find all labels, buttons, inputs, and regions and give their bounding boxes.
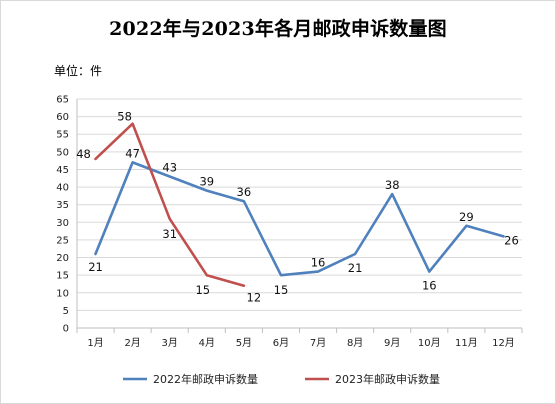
x-tick-label: 7月 <box>310 337 326 349</box>
unit-label: 单位：件 <box>54 64 103 78</box>
x-tick-label: 1月 <box>87 337 103 349</box>
x-tick-label: 2月 <box>124 337 140 349</box>
y-tick-label: 15 <box>56 271 69 282</box>
y-tick-label: 45 <box>56 165 69 176</box>
data-label: 21 <box>88 260 103 274</box>
y-tick-label: 40 <box>56 183 69 194</box>
x-tick-label: 10月 <box>418 337 441 349</box>
data-label: 39 <box>199 175 214 189</box>
y-tick-label: 50 <box>56 147 69 158</box>
x-tick-label: 4月 <box>199 337 215 349</box>
chart-title: 2022年与2023年各月邮政申诉数量图 <box>109 18 447 40</box>
legend-label-1: 2022年邮政申诉数量 <box>153 372 258 386</box>
data-label: 48 <box>76 147 91 161</box>
data-label: 47 <box>125 146 140 160</box>
data-labels: 21 47 43 39 36 15 16 21 38 16 29 26 48 58 31 15 12 <box>76 110 519 305</box>
legend: 2022年邮政申诉数量 2023年邮政申诉数量 <box>123 372 440 386</box>
x-tick-label: 8月 <box>347 337 363 349</box>
data-label: 15 <box>274 283 289 297</box>
data-label: 15 <box>195 283 210 297</box>
x-tick-label: 9月 <box>384 337 400 349</box>
gridlines <box>77 98 522 311</box>
series-line-2 <box>94 122 246 288</box>
x-tick-label: 11月 <box>455 337 478 349</box>
y-tick-label: 65 <box>56 95 69 106</box>
data-label: 16 <box>311 256 326 270</box>
axes <box>76 99 523 333</box>
y-tick-label: 20 <box>56 253 69 264</box>
y-tick-label: 30 <box>56 218 69 229</box>
data-label: 12 <box>247 291 262 305</box>
y-tick-label: 60 <box>56 112 69 123</box>
x-tick-label: 6月 <box>273 337 289 349</box>
y-tick-label: 10 <box>56 288 69 299</box>
x-tick-label: 3月 <box>162 337 178 349</box>
data-label: 38 <box>385 178 400 192</box>
y-tick-label: 55 <box>56 130 69 141</box>
y-tick-label: 25 <box>56 235 69 246</box>
data-label: 58 <box>117 110 132 124</box>
y-tick-label: 5 <box>63 306 69 317</box>
series-line-1 <box>94 161 505 277</box>
y-tick-label: 0 <box>63 324 69 335</box>
data-label: 29 <box>459 210 474 224</box>
data-label: 31 <box>162 227 177 241</box>
data-label: 16 <box>422 279 437 293</box>
x-tick-labels: 1月 2月 3月 4月 5月 6月 7月 8月 9月 10月 11月 12月 <box>87 337 514 349</box>
data-label: 26 <box>504 233 519 247</box>
x-tick-label: 12月 <box>492 337 515 349</box>
data-label: 21 <box>348 261 363 275</box>
x-tick-label: 5月 <box>236 337 252 349</box>
legend-label-2: 2023年邮政申诉数量 <box>335 372 440 386</box>
data-label: 36 <box>237 185 252 199</box>
y-tick-label: 35 <box>56 200 69 211</box>
data-label: 43 <box>162 161 177 175</box>
y-tick-labels: 0 5 10 15 20 25 30 35 40 45 50 55 60 65 <box>56 95 69 335</box>
series-lines <box>94 122 505 288</box>
